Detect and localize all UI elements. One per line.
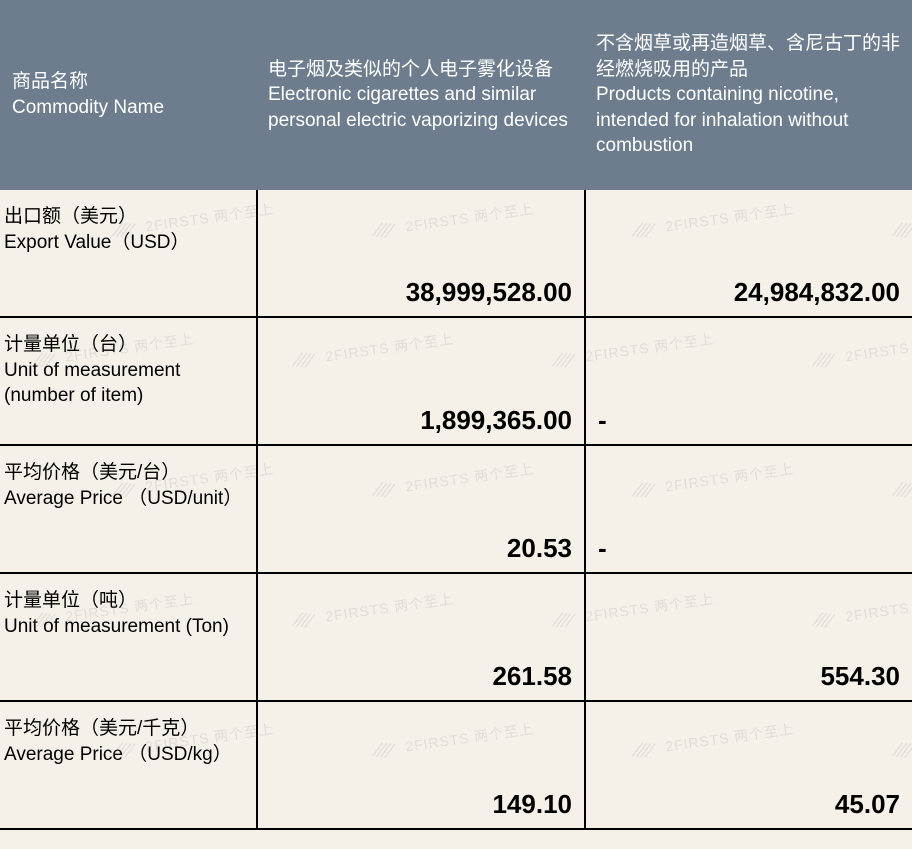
table-row: 出口额（美元） Export Value（USD）38,999,528.0024… xyxy=(0,190,912,318)
header-col-a: 电子烟及类似的个人电子雾化设备 Electronic cigarettes an… xyxy=(256,0,584,190)
row-label-en: Average Price （USD/unit） xyxy=(4,486,246,512)
header-col-a-cn: 电子烟及类似的个人电子雾化设备 xyxy=(268,57,572,83)
data-table: 商品名称 Commodity Name 电子烟及类似的个人电子雾化设备 Elec… xyxy=(0,0,912,830)
header-label-cell: 商品名称 Commodity Name xyxy=(0,0,256,190)
row-value-a: 261.58 xyxy=(256,574,584,700)
row-label-cn: 计量单位（台） xyxy=(4,332,246,358)
row-label-en: Unit of measurement (Ton) xyxy=(4,614,246,640)
row-value-a: 149.10 xyxy=(256,702,584,828)
row-value-b: 554.30 xyxy=(584,574,912,700)
row-value-a: 1,899,365.00 xyxy=(256,318,584,444)
row-value-a: 20.53 xyxy=(256,446,584,572)
table-row: 平均价格（美元/台）Average Price （USD/unit）20.53- xyxy=(0,446,912,574)
header-col-b-en: Products containing nicotine, intended f… xyxy=(596,82,900,159)
table-header-row: 商品名称 Commodity Name 电子烟及类似的个人电子雾化设备 Elec… xyxy=(0,0,912,190)
row-label-cell: 计量单位（台）Unit of measurement (number of it… xyxy=(0,318,256,444)
row-value-b: 45.07 xyxy=(584,702,912,828)
row-label-cn: 平均价格（美元/台） xyxy=(4,460,246,486)
row-value-b: - xyxy=(584,446,912,572)
row-label-en: Average Price （USD/kg） xyxy=(4,742,246,768)
header-label-en: Commodity Name xyxy=(12,95,244,121)
row-label-cell: 平均价格（美元/台）Average Price （USD/unit） xyxy=(0,446,256,572)
row-value-a: 38,999,528.00 xyxy=(256,190,584,316)
header-label-cn: 商品名称 xyxy=(12,69,244,95)
table-row: 计量单位（吨）Unit of measurement (Ton)261.5855… xyxy=(0,574,912,702)
row-value-b: - xyxy=(584,318,912,444)
row-value-b: 24,984,832.00 xyxy=(584,190,912,316)
row-label-cn: 平均价格（美元/千克） xyxy=(4,716,246,742)
row-label-cell: 平均价格（美元/千克）Average Price （USD/kg） xyxy=(0,702,256,828)
row-label-cn: 出口额（美元） xyxy=(4,204,246,230)
table-row: 平均价格（美元/千克）Average Price （USD/kg）149.104… xyxy=(0,702,912,830)
row-label-en: Export Value（USD） xyxy=(4,230,246,256)
header-col-b-cn: 不含烟草或再造烟草、含尼古丁的非经燃烧吸用的产品 xyxy=(596,31,900,82)
header-col-a-en: Electronic cigarettes and similar person… xyxy=(268,82,572,133)
row-label-cn: 计量单位（吨） xyxy=(4,588,246,614)
row-label-cell: 出口额（美元） Export Value（USD） xyxy=(0,190,256,316)
header-col-b: 不含烟草或再造烟草、含尼古丁的非经燃烧吸用的产品 Products contai… xyxy=(584,0,912,190)
table-row: 计量单位（台）Unit of measurement (number of it… xyxy=(0,318,912,446)
row-label-cell: 计量单位（吨）Unit of measurement (Ton) xyxy=(0,574,256,700)
row-label-en: Unit of measurement (number of item) xyxy=(4,358,246,409)
